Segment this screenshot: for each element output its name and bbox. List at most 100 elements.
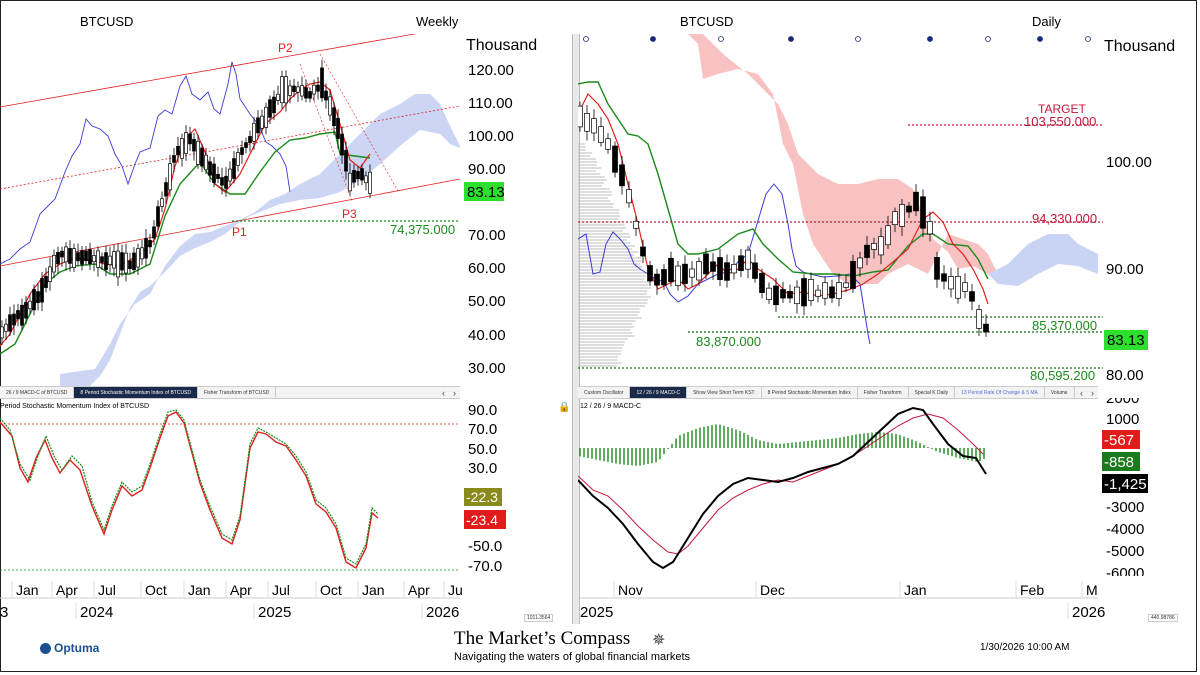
right-tabs-next-arrow[interactable]: ›: [1091, 387, 1094, 398]
right-osc-title: 12 / 26 / 9 MACD-C: [580, 403, 641, 410]
candle-body: [682, 263, 688, 284]
optuma-logo-icon: [40, 643, 51, 654]
cycle-marker: [855, 36, 861, 42]
candle-body: [288, 85, 292, 96]
time-axis-label: Oct: [320, 582, 342, 598]
right-price-unit: Thousand: [1104, 38, 1175, 55]
channel-upper-line: [0, 34, 417, 108]
panel-divider[interactable]: [572, 34, 580, 624]
candle-body: [780, 289, 786, 299]
macd-value2-box: [1102, 452, 1140, 471]
right-tabs-prev-arrow[interactable]: ‹: [1080, 387, 1083, 398]
candle-body: [300, 85, 304, 97]
candle-body: [640, 246, 646, 257]
left-time-axis: Jan Apr Jul Oct Jan Apr Jul Oct Jan Apr Ju 3 2024 20…: [0, 581, 463, 621]
candle-body: [976, 309, 982, 329]
axis-tick-label: -3000: [1106, 499, 1144, 516]
candle-body: [68, 248, 72, 264]
candle-body: [264, 106, 268, 128]
tab-volume[interactable]: Volume: [1045, 387, 1075, 398]
tab-fisher[interactable]: Fisher Transform: [858, 387, 909, 398]
axis-tick-label: 90.0: [468, 402, 497, 419]
axis-tick-label: 110.00: [468, 95, 513, 112]
axis-tick-label: 30.0: [468, 460, 497, 477]
left-weekly-price-chart[interactable]: P1 P2 P3 Thousand 120.00 110.00 100.00 90.0…: [0, 34, 572, 386]
candle-body: [8, 314, 12, 332]
time-axis-label: Ju: [448, 582, 463, 598]
candle-body: [176, 145, 180, 156]
axis-tick-label: -6000: [1106, 565, 1144, 576]
candle-body: [240, 147, 244, 155]
candle-body: [40, 278, 44, 303]
candle-body: [100, 256, 104, 263]
candle-body: [216, 173, 220, 179]
left-tabs-prev-arrow[interactable]: ‹: [442, 387, 445, 398]
channel-mid-line: [0, 105, 461, 190]
candle-body: [144, 238, 148, 259]
right-daily-price-chart[interactable]: Thousand 100.00 90.00 80.00 TARGET 103,550…: [578, 34, 1197, 386]
tab-left-smi[interactable]: 8 Period Stochastic Momentum Index of BT…: [74, 387, 199, 398]
candle-body: [276, 93, 280, 101]
left-last-price: 83.13: [467, 184, 505, 201]
candle-body: [773, 285, 779, 306]
candle-body: [703, 253, 709, 275]
candle-body: [284, 76, 288, 104]
tab-custom-oscillator[interactable]: Custom Oscillator: [578, 387, 631, 398]
candle-body: [619, 164, 625, 187]
candle-body: [857, 257, 863, 269]
candle-body: [156, 206, 160, 227]
candle-body: [200, 147, 204, 167]
candle-body: [244, 142, 248, 148]
candle-body: [324, 90, 328, 101]
candle-body: [591, 118, 597, 134]
tab-left-macd[interactable]: 26 / 9 MACD-C of BTCUSD: [0, 387, 75, 398]
axis-tick-label: 90.00: [468, 161, 506, 178]
candle-body: [168, 163, 172, 191]
candle-body: [584, 112, 590, 132]
level-80595-label: 80,595.200: [1030, 368, 1095, 383]
right-indicator-tabs[interactable]: Custom Oscillator 12 / 26 / 9 MACD-C Sho…: [578, 386, 1098, 399]
axis-tick-label: 70.0: [468, 421, 497, 438]
cycle-marker: [583, 36, 589, 42]
candle-body: [675, 265, 681, 286]
left-indicator-tabs[interactable]: 26 / 9 MACD-C of BTCUSD 8 Period Stochas…: [0, 386, 460, 399]
right-corner-readout: 440.98786: [1148, 614, 1178, 622]
tab-macd[interactable]: 12 / 26 / 9 MACD-C: [630, 387, 688, 398]
channel-lower-line: [0, 178, 461, 267]
candle-body: [822, 282, 828, 299]
candle-body: [710, 261, 716, 272]
left-osc-lock-icon[interactable]: 🔒: [558, 401, 570, 413]
tab-short-term-kst[interactable]: Show View Short Term KST: [687, 387, 762, 398]
right-macd-oscillator[interactable]: 12 / 26 / 9 MACD-C 2000 1000 -3000 -4000 -50…: [578, 398, 1197, 576]
time-axis-label: Nov: [618, 582, 643, 598]
candle-body: [668, 257, 674, 283]
candle-body: [180, 138, 184, 159]
compass-icon: ✵: [652, 632, 666, 649]
tab-smi[interactable]: 8 Period Stochastic Momentum Index: [762, 387, 858, 398]
pivot-p3: P3: [342, 207, 357, 221]
axis-tick-label: 100.00: [1106, 154, 1152, 171]
tab-roc[interactable]: 13 Period Rate Of Change & 5 MA: [955, 387, 1045, 398]
tab-left-fisher[interactable]: Fisher Transform of BTCUSD: [198, 387, 277, 398]
candle-body: [794, 286, 800, 305]
candle-body: [96, 250, 100, 268]
time-axis-label: 2026: [1072, 604, 1105, 621]
macd-signal-line: [578, 413, 984, 555]
candle-body: [80, 250, 84, 265]
left-smi-oscillator[interactable]: Period Stochastic Momentum Index of BTCU…: [0, 398, 572, 576]
left-support-label: 74,375.000: [390, 222, 455, 237]
axis-tick-label: 40.00: [468, 327, 506, 344]
candle-body: [16, 310, 20, 320]
right-ichimoku-cloud-red: [623, 34, 998, 284]
tab-special-k[interactable]: Special K Daily: [909, 387, 956, 398]
candle-body: [148, 240, 152, 248]
candle-body: [808, 279, 814, 301]
candle-body: [948, 276, 954, 290]
candle-body: [962, 282, 968, 292]
left-osc-value1: -22.3: [466, 489, 498, 505]
axis-tick-label: 120.00: [468, 62, 514, 79]
left-tabs-next-arrow[interactable]: ›: [453, 387, 456, 398]
candle-body: [132, 252, 136, 271]
time-axis-label: 2025: [580, 604, 613, 621]
candle-body: [766, 287, 772, 300]
